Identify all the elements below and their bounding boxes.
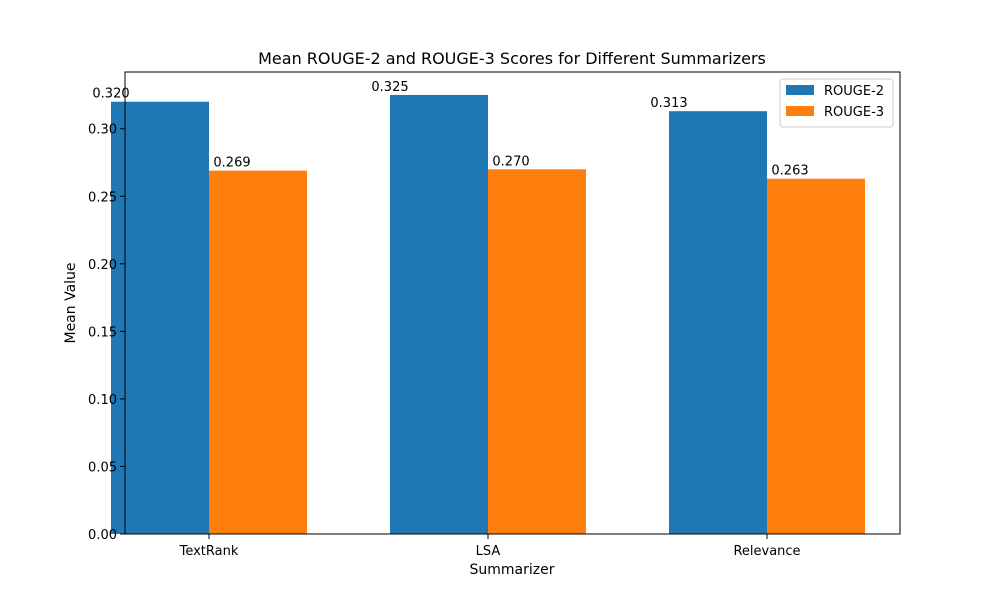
bar-rouge-3-relevance [767, 178, 865, 534]
bar-rouge-3-lsa [488, 169, 586, 534]
chart-title: Mean ROUGE-2 and ROUGE-3 Scores for Diff… [258, 49, 766, 68]
legend-label-rouge-2: ROUGE-2 [824, 84, 884, 99]
data-label-rouge-2-lsa: 0.325 [371, 80, 408, 95]
y-tick-label: 0.00 [88, 528, 117, 543]
legend-label-rouge-3: ROUGE-3 [824, 105, 884, 120]
y-tick-label: 0.10 [88, 393, 117, 408]
bar-rouge-3-textrank [209, 170, 307, 535]
legend-swatch-rouge-2 [786, 85, 814, 95]
legend: ROUGE-2 ROUGE-3 [779, 78, 894, 128]
data-label-rouge-2-relevance: 0.313 [650, 96, 687, 111]
y-axis-label: Mean Value [63, 262, 79, 343]
y-axis: 0.00 0.05 0.10 0.15 0.20 0.25 0.30 [88, 123, 125, 543]
plot-frame [124, 71, 901, 535]
y-tick-label: 0.05 [88, 460, 117, 475]
data-label-rouge-3-textrank: 0.269 [213, 156, 250, 171]
x-tick-label-textrank: TextRank [179, 544, 239, 559]
y-tick-label: 0.25 [88, 190, 117, 205]
bar-rouge-2-lsa [390, 94, 488, 535]
bar-rouge-2-relevance [669, 111, 767, 534]
y-tick-label: 0.30 [88, 123, 117, 138]
x-axis: TextRank LSA Relevance [179, 534, 801, 559]
data-label-rouge-3-lsa: 0.270 [492, 154, 529, 169]
bar-rouge-2-textrank [111, 101, 209, 534]
y-tick-label: 0.20 [88, 258, 117, 273]
data-label-rouge-3-relevance: 0.263 [771, 164, 808, 179]
data-label-rouge-2-textrank: 0.320 [92, 87, 129, 102]
x-tick-label-lsa: LSA [476, 544, 501, 559]
y-tick-label: 0.15 [88, 325, 117, 340]
x-tick-label-relevance: Relevance [733, 544, 800, 559]
x-axis-label: Summarizer [470, 562, 555, 578]
data-labels-layer: 0.320 0.325 0.313 0.269 0.270 0.263 [92, 80, 808, 179]
legend-swatch-rouge-3 [786, 106, 814, 116]
bars-layer [111, 94, 865, 535]
